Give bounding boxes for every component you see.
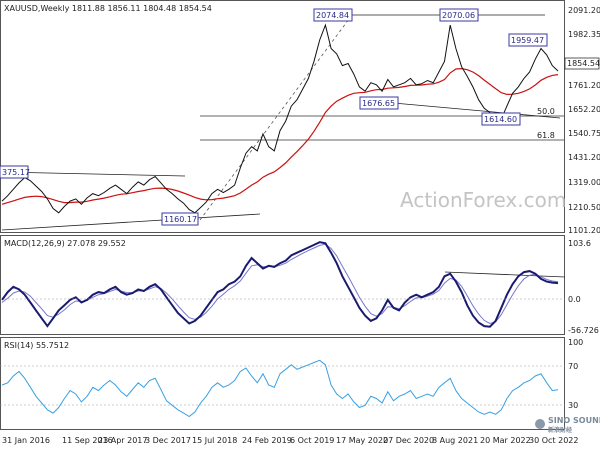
macd-title: MACD(12,26,9) 27.078 29.552 xyxy=(4,239,126,248)
svg-text:1959.47: 1959.47 xyxy=(511,36,544,45)
x-tick-label: 3 Dec 2017 xyxy=(145,436,191,445)
macd-divergence-line xyxy=(444,271,566,278)
price-title: XAUUSD,Weekly 1811.88 1856.11 1804.48 18… xyxy=(4,4,212,13)
svg-text:新浪财经: 新浪财经 xyxy=(548,426,572,434)
macd-y-axis: 103.6 0.0 -56.726 xyxy=(568,239,599,335)
macd-signal-line xyxy=(1,243,559,325)
x-axis: 31 Jan 2016 11 Sep 2016 23 Apr 2017 3 De… xyxy=(2,436,578,445)
sino-sound-logo: SINO SOUND 新浪财经 xyxy=(535,416,600,434)
rsi-line xyxy=(1,359,559,418)
channel-lower-line xyxy=(1,213,261,231)
x-tick-label: 17 May 2020 xyxy=(336,436,388,445)
price-line xyxy=(1,23,559,214)
price-ytick: 1101.20 xyxy=(568,226,600,235)
rsi-title: RSI(14) 55.7512 xyxy=(4,341,69,350)
macd-ytick: 0.0 xyxy=(568,295,581,304)
svg-text:1160.17: 1160.17 xyxy=(164,215,197,224)
rsi-y-axis: 100 70 30 xyxy=(568,338,583,410)
price-ytick: 1652.20 xyxy=(568,105,600,114)
annotation-2070: 2070.06 xyxy=(439,8,479,22)
annotation-1160: 1160.17 xyxy=(161,212,199,226)
svg-text:XAUUSD,Weekly 1811.88 1856.11: XAUUSD,Weekly 1811.88 1856.11 1804.48 18… xyxy=(4,4,212,13)
svg-text:375.17: 375.17 xyxy=(2,168,30,177)
price-ytick: 2091.20 xyxy=(568,6,600,15)
macd-panel-frame xyxy=(0,235,565,335)
svg-text:SINO SOUND: SINO SOUND xyxy=(548,416,600,425)
rsi-ytick: 100 xyxy=(568,338,583,347)
svg-text:2074.84: 2074.84 xyxy=(316,11,349,20)
fib-label-50: 50.0 xyxy=(537,107,555,116)
annotation-2074: 2074.84 xyxy=(313,8,353,22)
price-y-axis: 2091.20 1982.35 1761.20 1652.20 1540.75 … xyxy=(568,6,600,235)
rsi-ytick: 30 xyxy=(568,401,578,410)
price-ytick: 1319.00 xyxy=(568,178,600,187)
price-ytick: 1982.35 xyxy=(568,30,600,39)
x-tick-label: 20 Mar 2022 xyxy=(480,436,531,445)
x-tick-label: 24 Feb 2019 xyxy=(242,436,292,445)
price-moving-average-line xyxy=(1,67,559,205)
x-tick-label: 31 Jan 2016 xyxy=(2,436,50,445)
x-tick-label: 8 Aug 2021 xyxy=(432,436,478,445)
svg-text:2070.06: 2070.06 xyxy=(442,11,475,20)
svg-text:1676.65: 1676.65 xyxy=(362,99,395,108)
x-tick-label: 30 Oct 2022 xyxy=(529,436,578,445)
macd-line xyxy=(1,241,559,328)
annotation-1676: 1676.65 xyxy=(359,96,399,110)
annotation-1959: 1959.47 xyxy=(508,33,548,47)
svg-text:1854.54: 1854.54 xyxy=(567,59,600,68)
watermark: ActionForex.com xyxy=(400,188,566,212)
svg-text:1614.60: 1614.60 xyxy=(484,115,517,124)
price-ytick: 1761.20 xyxy=(568,81,600,90)
x-tick-label: 11 Sep 2016 xyxy=(62,436,113,445)
price-ytick: 1210.50 xyxy=(568,203,600,212)
annotation-375: 375.17 xyxy=(0,165,30,179)
x-tick-label: 23 Apr 2017 xyxy=(98,436,147,445)
fib-label-618: 61.8 xyxy=(537,131,555,140)
x-tick-label: 6 Oct 2019 xyxy=(290,436,334,445)
rsi-panel-frame xyxy=(0,337,565,430)
annotation-1614: 1614.60 xyxy=(481,112,521,126)
rsi-ytick: 70 xyxy=(568,362,578,371)
x-tick-label: 15 Jul 2018 xyxy=(192,436,237,445)
price-ytick: 1540.75 xyxy=(568,129,600,138)
macd-ytick: -56.726 xyxy=(568,326,599,335)
x-tick-label: 27 Dec 2020 xyxy=(383,436,434,445)
last-price-marker: 1854.54 xyxy=(564,57,600,70)
price-ytick: 1431.20 xyxy=(568,153,600,162)
macd-ytick: 103.6 xyxy=(568,239,591,248)
dashed-uptrend-line xyxy=(199,14,353,221)
channel-upper-line xyxy=(1,171,186,177)
